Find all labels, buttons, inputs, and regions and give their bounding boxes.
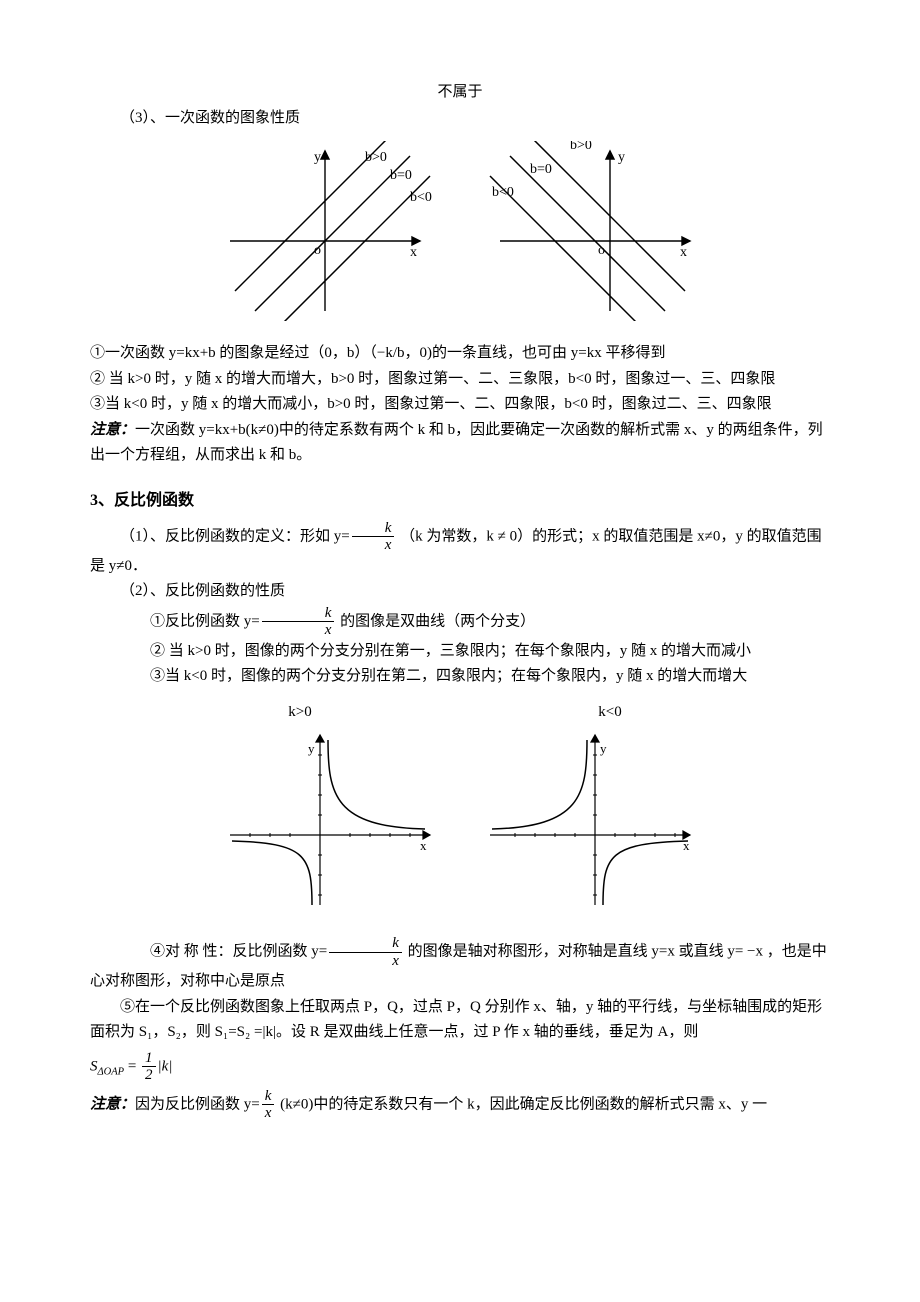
linear-prop-1: ①一次函数 y=kx+b 的图象是经过（0，b）（−k/b，0)的一条直线，也可… [90,341,830,367]
hyper-chart-left-wrap: k>0 y x [220,700,440,916]
frac-kx: kx [352,520,395,554]
axis-x-label: x [683,838,690,853]
b-zero-label: b=0 [390,168,412,183]
top-line-1: （3）、一次函数的图象性质 [90,106,830,132]
note-b: (k≠0)中的待定系数只有一个 k，因此确定反比例函数的解析式只需 x、y 一 [276,1096,767,1112]
b-zero-label: b=0 [530,162,552,177]
note-label: 注意： [90,1096,135,1112]
origin-label: o [314,243,321,258]
axis-x-label: x [410,245,417,260]
hyper-charts-row: k>0 y x k<0 [90,700,830,916]
hyper-chart-right: y x [480,725,700,915]
axis-x-label: x [680,245,687,260]
axis-y-label: y [618,150,625,165]
frac-half: 12 [142,1050,156,1084]
hyper-right-title: k<0 [520,700,700,726]
frac-kx: kx [262,605,335,639]
props-head: （2）、反比例函数的性质 [90,579,830,605]
inverse-prop-4: ④对 称 性：反比例函数 y=kx 的图像是轴对称图形，对称轴是直线 y=x 或… [90,935,830,995]
linear-prop-2: ② 当 k>0 时，y 随 x 的增大而增大，b>0 时，图象过第一、二、三象限… [90,367,830,393]
linear-chart-left: y x o b>0 b=0 b<0 [210,141,440,321]
origin-label: o [598,243,605,258]
formula-S: S [90,1058,98,1074]
prop4-a: ④对 称 性：反比例函数 y= [150,944,327,960]
formula-eq: = [124,1058,140,1074]
axis-x-label: x [420,838,427,853]
frac-kx: kx [262,1088,275,1122]
final-note: 注意：因为反比例函数 y=kx (k≠0)中的待定系数只有一个 k，因此确定反比… [90,1088,830,1122]
note-a: 因为反比例函数 y= [135,1096,260,1112]
formula-sub: ΔOAP [98,1066,125,1077]
linear-note: 注意：一次函数 y=kx+b(k≠0)中的待定系数有两个 k 和 b，因此要确定… [90,418,830,469]
hyper-chart-right-wrap: k<0 y x [480,700,700,916]
b-pos-label: b>0 [365,150,387,165]
section-3-heading: 3、反比例函数 [90,487,830,514]
top-line-0: 不属于 [90,80,830,106]
axis-y-label: y [600,741,607,756]
axis-y-label: y [314,150,321,165]
def-a: （1）、反比例函数的定义：形如 y= [120,528,350,544]
linear-prop-3: ③当 k<0 时，y 随 x 的增大而减小，b>0 时，图象过第一、二、四象限，… [90,392,830,418]
frac-kx: kx [329,935,402,969]
area-formula: SΔOAP = 12|k| [90,1050,830,1084]
inverse-def: （1）、反比例函数的定义：形如 y=kx （k 为常数，k ≠ 0）的形式；x … [90,520,830,580]
prop1-b: 的图像是双曲线（两个分支） [336,613,535,629]
hyper-chart-left: y x [220,725,440,915]
inverse-prop-5: ⑤在一个反比例函数图象上任取两点 P，Q，过点 P，Q 分别作 x、轴，y 轴的… [90,995,830,1046]
axis-y-label: y [308,741,315,756]
note-text: 一次函数 y=kx+b(k≠0)中的待定系数有两个 k 和 b，因此要确定一次函… [90,422,823,464]
b-neg-label: b<0 [492,185,514,200]
b-pos-label: b>0 [570,141,592,153]
b-neg-label: b<0 [410,190,432,205]
linear-charts-row: y x o b>0 b=0 b<0 y x o b>0 b=0 b<0 [90,141,830,321]
inverse-prop-2: ② 当 k>0 时，图像的两个分支分别在第一，三象限内；在每个象限内，y 随 x… [90,639,830,665]
note-label: 注意： [90,422,135,438]
prop1-a: ①反比例函数 y= [150,613,260,629]
inverse-prop-1: ①反比例函数 y=kx 的图像是双曲线（两个分支） [90,605,830,639]
linear-chart-right: y x o b>0 b=0 b<0 [480,141,710,321]
hyper-left-title: k>0 [160,700,440,726]
inverse-prop-3: ③当 k<0 时，图像的两个分支分别在第二，四象限内；在每个象限内，y 随 x … [90,664,830,690]
formula-absk: |k| [158,1058,173,1074]
